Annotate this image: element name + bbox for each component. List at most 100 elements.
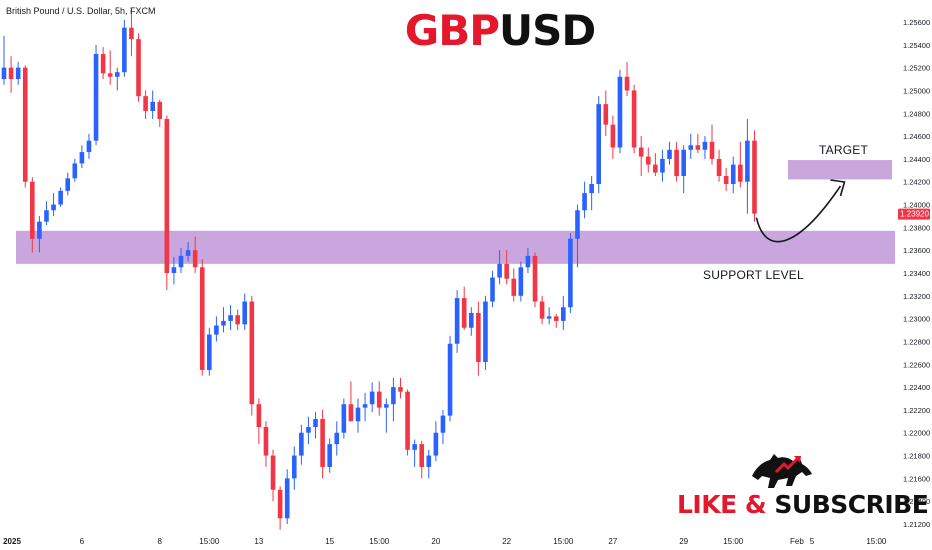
like-subscribe-banner: LIKE & SUBSCRIBE <box>677 490 929 519</box>
candle-body <box>405 391 410 450</box>
candle-body <box>617 76 623 148</box>
bull-bear-logo-graphic <box>752 454 812 488</box>
last-price-value: 1.23920 <box>900 210 929 219</box>
candle-body <box>674 149 679 177</box>
candle-body <box>51 204 56 211</box>
candle-body <box>660 158 665 173</box>
candle-body <box>199 267 205 370</box>
candle-body <box>171 267 177 273</box>
candle-body <box>426 455 432 467</box>
candle-body <box>122 27 127 73</box>
candle-body <box>730 164 736 185</box>
target-zone <box>788 160 892 180</box>
candle-body <box>447 343 453 416</box>
price-tick-label: 1.24200 <box>903 178 930 187</box>
candle-body <box>525 255 531 268</box>
candle-body <box>270 455 276 490</box>
candle-body <box>398 387 403 392</box>
time-tick-label: 15 <box>325 537 334 546</box>
candle-body <box>299 432 304 456</box>
price-tick-label: 1.25400 <box>903 41 930 50</box>
page-title: GBPUSD <box>0 6 932 55</box>
time-tick-label: 20 <box>431 537 440 546</box>
candle-body <box>263 427 269 456</box>
candle-body <box>136 39 141 97</box>
projection-arrow-curve <box>755 185 842 243</box>
time-tick-label: 8 <box>158 537 163 546</box>
candle-body <box>589 184 594 194</box>
time-tick-label: 22 <box>502 537 511 546</box>
price-tick-label: 1.21200 <box>903 520 930 529</box>
candle-body <box>497 263 502 278</box>
candles <box>1 8 757 530</box>
projection-arrow-head <box>830 179 846 197</box>
price-tick-label: 1.21600 <box>903 474 930 483</box>
candle-body <box>631 90 637 148</box>
projection-arrow <box>755 179 846 243</box>
price-tick-label: 1.24800 <box>903 109 930 118</box>
candle-body <box>688 145 694 150</box>
candle-body <box>681 149 686 177</box>
candle-body <box>30 181 35 239</box>
candle-body <box>695 145 701 150</box>
candle-body <box>667 149 672 159</box>
candle-body <box>164 118 170 274</box>
candle-body <box>454 298 460 344</box>
symbol-description: British Pound / U.S. Dollar, 5h, FXCM <box>6 6 156 16</box>
candle-body <box>412 444 417 450</box>
price-tick-label: 1.24600 <box>903 132 930 141</box>
time-tick-label: 13 <box>254 537 263 546</box>
time-axis[interactable]: 2025 6 8 15:00 13 15 15:00 20 22 15:00 27 29 15:00 Fe… <box>3 537 887 546</box>
time-tick-label: 29 <box>679 537 688 546</box>
candle-body <box>568 238 573 308</box>
candle-body <box>384 404 389 408</box>
candle-body <box>107 73 113 77</box>
candle-body <box>490 277 495 302</box>
time-tick-label: 6 <box>80 537 85 546</box>
candle-body <box>738 164 743 182</box>
candle-body <box>58 190 63 205</box>
candle-body <box>483 301 488 362</box>
price-tick-label: 1.25000 <box>903 86 930 95</box>
candle-body <box>235 315 240 325</box>
candle-body <box>313 419 318 428</box>
candle-body <box>433 432 439 456</box>
candle-body <box>575 210 580 239</box>
candle-body <box>504 263 509 279</box>
candle-body <box>709 141 715 159</box>
candle-body <box>518 267 524 296</box>
candle-body <box>129 27 134 40</box>
price-tick-label: 1.21400 <box>903 497 930 506</box>
target-zone-group <box>788 160 892 180</box>
candle-body <box>553 316 559 321</box>
time-tick-label: 5 <box>810 537 815 546</box>
support-level-label: SUPPORT LEVEL <box>703 268 804 282</box>
candle-body <box>242 301 248 325</box>
candle-body <box>22 67 28 182</box>
last-price-badge: 1.23920 <box>898 208 930 220</box>
time-tick-label: 15:00 <box>866 537 887 546</box>
price-axis[interactable]: 1.25600 1.25400 1.25200 1.25000 1.24800 1.246… <box>903 18 930 529</box>
candle-body <box>468 312 474 328</box>
price-tick-label: 1.22800 <box>903 337 930 346</box>
candle-body <box>341 404 347 433</box>
candle-body <box>214 325 219 335</box>
candle-body <box>546 316 552 319</box>
candle-body <box>256 404 262 428</box>
candle-body <box>93 53 99 141</box>
candle-body <box>327 444 332 467</box>
candle-body <box>461 298 467 328</box>
candle-body <box>334 432 340 445</box>
candle-body <box>645 156 651 165</box>
candle-body <box>561 307 566 321</box>
support-zone <box>16 230 895 264</box>
candle-body <box>143 96 148 111</box>
candle-body <box>37 221 42 239</box>
candle-body <box>702 141 708 150</box>
time-tick-label: Feb <box>790 537 804 546</box>
candle-body <box>15 67 21 80</box>
candle-body <box>249 301 255 405</box>
time-tick-label: 15:00 <box>369 537 390 546</box>
price-tick-label: 1.23200 <box>903 292 930 301</box>
